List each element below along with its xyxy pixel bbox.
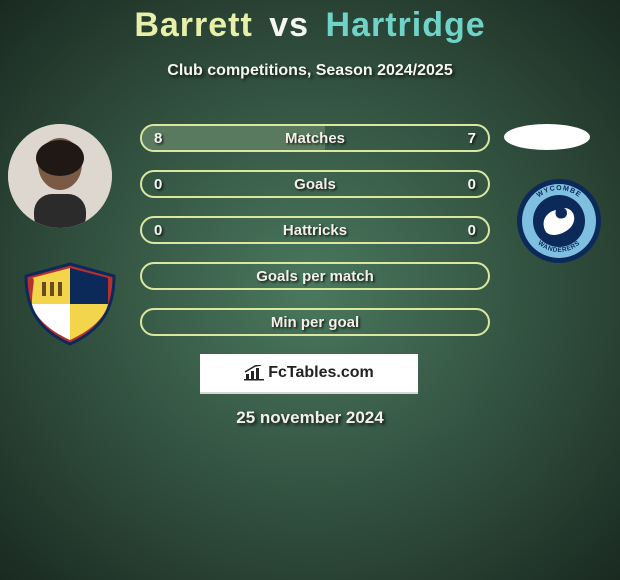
title: Barrett vs Hartridge: [0, 6, 620, 45]
title-player1: Barrett: [134, 6, 252, 44]
stat-label: Min per goal: [142, 310, 488, 334]
stat-row: 0Hattricks0: [140, 216, 490, 244]
stat-row: 8Matches7: [140, 124, 490, 152]
stat-label: Goals: [142, 172, 488, 196]
stat-label: Hattricks: [142, 218, 488, 242]
branding-badge: FcTables.com: [200, 354, 418, 394]
subtitle: Club competitions, Season 2024/2025: [0, 62, 620, 80]
chart-icon: [244, 365, 264, 381]
person-icon: [8, 124, 112, 228]
stat-value-right: 7: [468, 126, 476, 150]
badge-icon: WYCOMBE WANDERERS: [516, 178, 602, 264]
stat-rows: 8Matches70Goals00Hattricks0Goals per mat…: [140, 124, 490, 354]
comparison-card: Barrett vs Hartridge Club competitions, …: [0, 0, 620, 580]
avatar-player1: [8, 124, 112, 228]
title-vs: vs: [269, 6, 309, 44]
stat-value-right: 0: [468, 172, 476, 196]
club-crest-left: [20, 262, 120, 346]
avatar-player2: [504, 124, 590, 150]
date-text: 25 november 2024: [0, 408, 620, 428]
stat-row: Min per goal: [140, 308, 490, 336]
stat-row: Goals per match: [140, 262, 490, 290]
shield-icon: [20, 262, 120, 346]
stat-value-right: 0: [468, 218, 476, 242]
stat-row: 0Goals0: [140, 170, 490, 198]
title-player2: Hartridge: [326, 6, 486, 44]
stat-label: Matches: [142, 126, 488, 150]
branding-text: FcTables.com: [268, 364, 374, 382]
club-crest-right: WYCOMBE WANDERERS: [516, 178, 602, 264]
stat-label: Goals per match: [142, 264, 488, 288]
